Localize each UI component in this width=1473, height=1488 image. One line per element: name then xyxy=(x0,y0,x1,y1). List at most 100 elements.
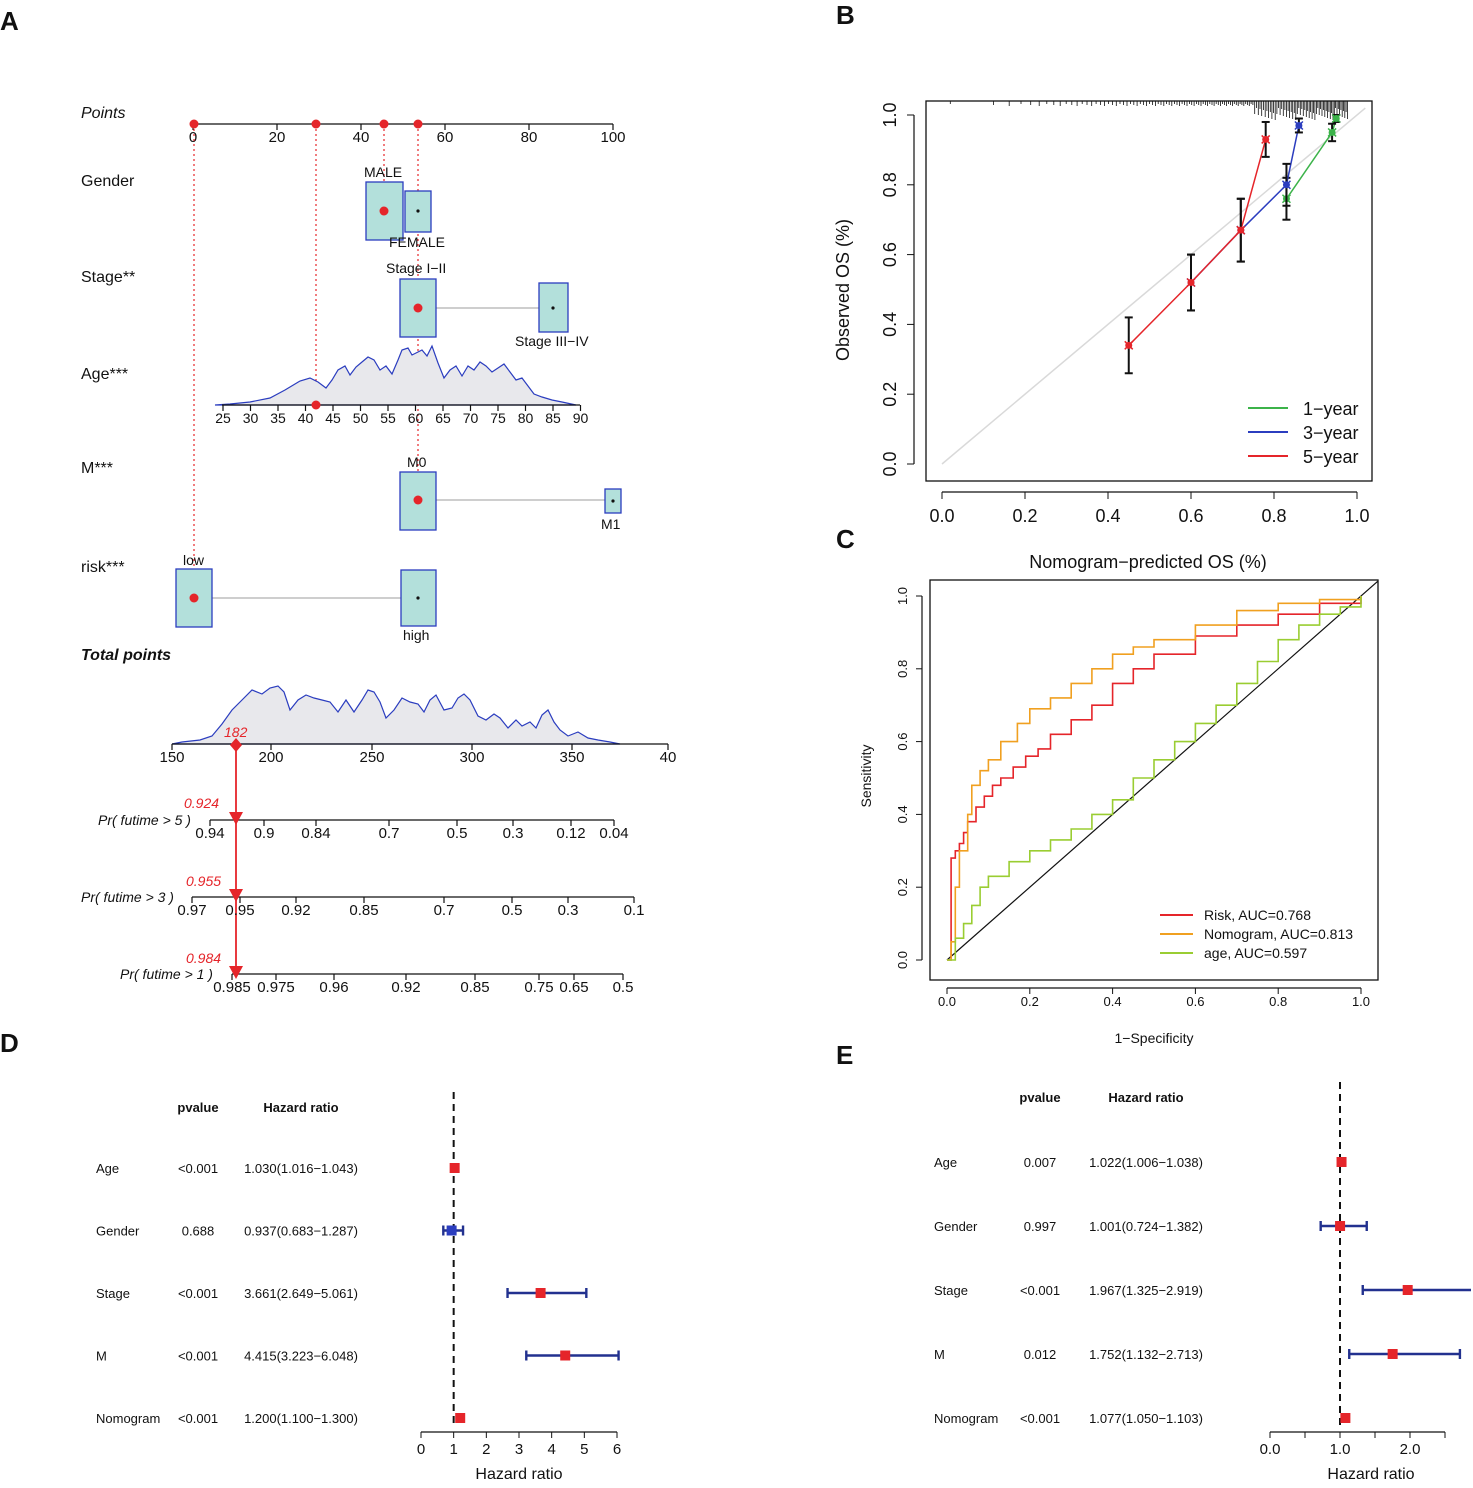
pr1-ticks-label: 0.96 xyxy=(319,979,348,996)
pr5-ticks-label: 0.9 xyxy=(254,825,275,842)
roc-x-tick-label: 0.0 xyxy=(938,994,956,1009)
calibration-rug xyxy=(949,101,1348,120)
forest-point xyxy=(1336,1157,1347,1167)
pr5-ticks-label: 0.7 xyxy=(379,825,400,842)
forest-x-tick-label: 4 xyxy=(547,1441,555,1458)
total-ticks-label: 300 xyxy=(459,749,484,766)
pr3-ticks-label: 0.5 xyxy=(502,902,523,919)
panel-letter-a: A xyxy=(0,6,19,36)
pr5-ticks-label: 0.84 xyxy=(301,825,330,842)
roc-xlabel: 1−Specificity xyxy=(1115,1030,1194,1046)
m1-label: M1 xyxy=(601,516,621,532)
total-ticks-label: 350 xyxy=(559,749,584,766)
calibration-series xyxy=(1124,113,1341,375)
roc-x-tick-label: 0.4 xyxy=(1104,994,1122,1009)
panel-letter-d: D xyxy=(0,1028,19,1058)
forest-multivariate: pvalue Hazard ratio Age 0.007 1.022(1.006−1.… xyxy=(934,1082,1471,1483)
gender-male-label: MALE xyxy=(364,164,402,180)
risk-low-label: low xyxy=(183,552,205,568)
age-ticks-label: 65 xyxy=(435,410,451,426)
points-ticks-label: 100 xyxy=(600,129,625,146)
forest-row-pvalue: <0.001 xyxy=(1020,1411,1060,1426)
risk-high-dot xyxy=(416,596,420,600)
forest-row-hr: 4.415(3.223−6.048) xyxy=(244,1349,358,1364)
calibration-y-tick-label: 0.2 xyxy=(880,382,900,407)
stage-early-label: Stage I−II xyxy=(386,260,446,276)
forest-univariate: pvalue Hazard ratio Age <0.001 1.030(1.016−1… xyxy=(96,1092,621,1483)
calibration-ylabel: Observed OS (%) xyxy=(833,219,853,361)
pr3-ticks: 0.97 0.95 0.92 0.85 0.7 0.5 0.3 0.1 xyxy=(177,897,644,919)
pr1-label: Pr( futime > 1 ) xyxy=(120,966,213,982)
age-ticks-label: 35 xyxy=(270,410,286,426)
forest-row-hr: 3.661(2.649−5.061) xyxy=(244,1286,358,1301)
roc-ylabel: Sensitivity xyxy=(858,744,874,807)
calibration-y-tick-label: 0.0 xyxy=(880,451,900,476)
forest-row-pvalue: <0.001 xyxy=(178,1161,218,1176)
age-ticks-label: 30 xyxy=(243,410,259,426)
total-ticks-label: 200 xyxy=(258,749,283,766)
roc-curve-1 xyxy=(947,596,1362,961)
age-ticks-label: 45 xyxy=(325,410,341,426)
forest-point xyxy=(455,1413,466,1423)
roc-x-tick-label: 0.6 xyxy=(1186,994,1204,1009)
pr1-ticks: 0.985 0.975 0.96 0.92 0.85 0.75 0.65 0.5 xyxy=(213,974,633,996)
forest-row-hr: 1.752(1.132−2.713) xyxy=(1089,1347,1203,1362)
roc-frame xyxy=(929,579,1379,981)
m-label: M*** xyxy=(81,460,113,477)
forest-point xyxy=(1335,1221,1346,1231)
age-ticks-label: 85 xyxy=(545,410,561,426)
pr5-ticks-label: 0.94 xyxy=(195,825,224,842)
forest-row-name: Stage xyxy=(96,1286,130,1301)
forest-row-name: Nomogram xyxy=(934,1411,998,1426)
m0-label: M0 xyxy=(407,454,427,470)
gender-female-dot xyxy=(416,209,420,213)
calibration-x-tick-label: 0.6 xyxy=(1178,506,1203,526)
roc-y-tick-label: 0.6 xyxy=(895,733,910,751)
pr3-ticks-label: 0.95 xyxy=(225,902,254,919)
age-ticks-label: 70 xyxy=(463,410,479,426)
pr3-marker xyxy=(229,889,243,902)
forest-x-tick-label: 2 xyxy=(482,1441,490,1458)
pr3-ticks-label: 0.7 xyxy=(434,902,455,919)
calibration-xlabel: Nomogram−predicted OS (%) xyxy=(1029,552,1267,572)
risk-label: risk*** xyxy=(81,559,125,576)
forest-row-pvalue: 0.007 xyxy=(1024,1155,1057,1170)
calibration-axes: 0.0 0.2 0.4 0.6 0.8 1.0 0.0 0.2 0.4 0.6 0.8 1.0 xyxy=(880,102,1370,526)
pr1-value: 0.984 xyxy=(186,950,221,966)
total-ticks: 150 200 250 300 350 40 xyxy=(159,744,676,766)
forest-row-hr: 0.937(0.683−1.287) xyxy=(244,1224,358,1239)
pr3-ticks-label: 0.85 xyxy=(349,902,378,919)
forest-x-tick-label: 3 xyxy=(515,1441,523,1458)
risk-marker xyxy=(189,593,199,603)
forest-row-pvalue: 0.012 xyxy=(1024,1347,1057,1362)
points-ticks-label: 80 xyxy=(521,129,538,146)
total-ticks-label: 250 xyxy=(359,749,384,766)
age-ticks-label: 60 xyxy=(408,410,424,426)
calibration-y-tick-label: 1.0 xyxy=(880,102,900,127)
panel-c: C 0.0 0.2 0.4 0.6 0.8 1.0 0.0 0.2 0.4 0.6 0.8 1.0 1… xyxy=(836,524,1379,1046)
calibration-y-tick-label: 0.4 xyxy=(880,312,900,337)
panel-b: B 0.0 0.2 0.4 0.6 0.8 1.0 0.0 0.2 0.4 0.6 0.8 1.0 N… xyxy=(833,0,1373,572)
total-ticks-label: 150 xyxy=(159,749,184,766)
risk-high-label: high xyxy=(403,627,429,643)
forest-point xyxy=(560,1350,571,1361)
pr1-ticks-label: 0.92 xyxy=(391,979,420,996)
age-ticks-label: 75 xyxy=(490,410,506,426)
forest-row-name: Stage xyxy=(934,1283,968,1298)
roc-axes: 0.0 0.2 0.4 0.6 0.8 1.0 0.0 0.2 0.4 0.6 0.8 1.0 xyxy=(895,580,1378,1009)
calibration-point-dot xyxy=(1125,341,1133,349)
forest-header-hr: Hazard ratio xyxy=(1108,1090,1183,1105)
forest-row-hr: 1.077(1.050−1.103) xyxy=(1089,1411,1203,1426)
pr3-ticks-label: 0.97 xyxy=(177,902,206,919)
pr1-ticks-label: 0.5 xyxy=(613,979,634,996)
gender-female-label: FEMALE xyxy=(389,234,445,250)
roc-y-tick-label: 1.0 xyxy=(895,587,910,605)
m-marker xyxy=(413,495,423,505)
age-ticks-label: 90 xyxy=(573,410,589,426)
roc-y-tick-label: 0.0 xyxy=(895,951,910,969)
forest-point xyxy=(1340,1413,1351,1423)
points-ticks: 0 20 40 60 80 100 xyxy=(189,124,626,146)
panel-d: D pvalue Hazard ratio Age <0.001 1.030(1.016… xyxy=(0,1028,621,1483)
calibration-point-dot xyxy=(1262,135,1270,143)
